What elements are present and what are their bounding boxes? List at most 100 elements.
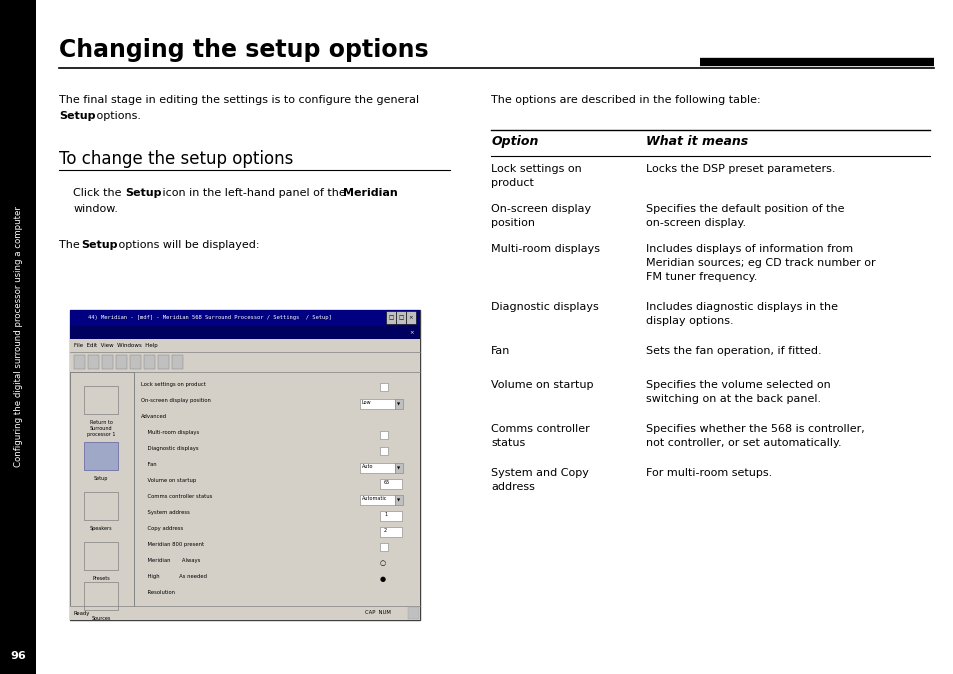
Bar — [379, 543, 388, 551]
Bar — [172, 355, 183, 369]
Bar — [379, 527, 401, 537]
Text: Comms controller: Comms controller — [491, 424, 590, 434]
Text: Setup: Setup — [59, 111, 95, 121]
Text: Sets the fan operation, if fitted.: Sets the fan operation, if fitted. — [645, 346, 821, 356]
Bar — [70, 339, 419, 352]
Bar — [379, 383, 388, 391]
Text: Setup: Setup — [125, 188, 161, 198]
Text: Resolution: Resolution — [141, 590, 174, 595]
Text: window.: window. — [73, 204, 118, 214]
Text: On-screen display position: On-screen display position — [141, 398, 211, 403]
Bar — [70, 310, 419, 326]
Text: not controller, or set automatically.: not controller, or set automatically. — [645, 438, 841, 448]
Text: Meridian sources; eg CD track number or: Meridian sources; eg CD track number or — [645, 258, 875, 268]
Text: address: address — [491, 482, 535, 492]
Bar — [70, 326, 419, 339]
Text: Ready: Ready — [74, 611, 91, 615]
Text: ×: × — [409, 330, 414, 335]
Text: Speakers: Speakers — [90, 526, 112, 531]
Text: Automatic: Automatic — [361, 497, 387, 501]
Text: position: position — [491, 218, 535, 228]
Text: ●: ● — [379, 576, 386, 582]
Text: display options.: display options. — [645, 316, 733, 326]
Text: options.: options. — [93, 111, 141, 121]
Bar — [84, 542, 118, 570]
Text: Meridian 800 present: Meridian 800 present — [141, 542, 204, 547]
Bar — [379, 431, 388, 439]
Text: The options are described in the following table:: The options are described in the followi… — [491, 95, 760, 105]
Bar — [130, 355, 141, 369]
Text: Specifies whether the 568 is controller,: Specifies whether the 568 is controller, — [645, 424, 864, 434]
Bar — [70, 606, 419, 620]
Text: Multi-room displays: Multi-room displays — [491, 244, 599, 254]
Text: Auto: Auto — [361, 464, 374, 470]
Text: Click the: Click the — [73, 188, 125, 198]
Bar — [158, 355, 169, 369]
Text: Meridian: Meridian — [343, 188, 397, 198]
Text: High            As needed: High As needed — [141, 574, 207, 579]
Text: Volume on startup: Volume on startup — [491, 380, 593, 390]
Text: Changing the setup options: Changing the setup options — [59, 38, 428, 62]
Text: Setup: Setup — [93, 476, 108, 481]
Text: File  Edit  View  Windows  Help: File Edit View Windows Help — [74, 343, 157, 348]
Bar — [395, 399, 402, 409]
Text: Sources: Sources — [91, 616, 111, 621]
Text: ▼: ▼ — [397, 498, 400, 502]
Bar — [359, 463, 395, 473]
Text: Diagnostic displays: Diagnostic displays — [141, 446, 198, 451]
Bar — [379, 511, 401, 521]
Text: Includes displays of information from: Includes displays of information from — [645, 244, 853, 254]
Text: The final stage in editing the settings is to configure the general: The final stage in editing the settings … — [59, 95, 418, 105]
Text: 65: 65 — [384, 481, 390, 485]
Bar — [70, 352, 419, 372]
Text: status: status — [491, 438, 525, 448]
Text: System and Copy: System and Copy — [491, 468, 589, 478]
Bar — [135, 372, 419, 606]
Bar — [395, 463, 402, 473]
Text: On-screen display: On-screen display — [491, 204, 591, 214]
Bar — [84, 582, 118, 610]
Text: What it means: What it means — [645, 135, 748, 148]
Bar — [84, 442, 118, 470]
Text: 44) Meridian - [mdf] - Meridian 568 Surround Processor / Settings  / Setup]: 44) Meridian - [mdf] - Meridian 568 Surr… — [88, 315, 332, 321]
Text: 96: 96 — [10, 651, 26, 661]
Bar — [406, 311, 416, 324]
Text: □: □ — [398, 315, 403, 321]
Bar — [116, 355, 127, 369]
Text: Lock settings on product: Lock settings on product — [141, 382, 206, 387]
Text: options will be displayed:: options will be displayed: — [115, 240, 259, 250]
Text: Meridian       Always: Meridian Always — [141, 558, 200, 563]
Text: on-screen display.: on-screen display. — [645, 218, 745, 228]
Bar — [379, 479, 401, 489]
Text: Presets: Presets — [92, 576, 110, 581]
Bar — [84, 386, 118, 414]
Text: ▼: ▼ — [397, 466, 400, 470]
Bar — [0, 0, 36, 674]
Bar — [359, 495, 395, 505]
Text: The: The — [59, 240, 83, 250]
Text: Diagnostic displays: Diagnostic displays — [491, 302, 598, 312]
Text: Option: Option — [491, 135, 538, 148]
Text: Specifies the default position of the: Specifies the default position of the — [645, 204, 844, 214]
Bar — [379, 447, 388, 455]
Text: For multi-room setups.: For multi-room setups. — [645, 468, 772, 478]
Bar — [386, 311, 395, 324]
Text: 2: 2 — [384, 528, 387, 534]
Bar — [395, 495, 402, 505]
Text: Configuring the digital surround processor using a computer: Configuring the digital surround process… — [13, 206, 23, 468]
Text: ○: ○ — [379, 560, 386, 566]
Bar — [74, 355, 85, 369]
Text: □: □ — [388, 315, 394, 321]
Text: Volume on startup: Volume on startup — [141, 478, 196, 483]
Bar — [88, 355, 99, 369]
Text: Includes diagnostic displays in the: Includes diagnostic displays in the — [645, 302, 838, 312]
Text: Specifies the volume selected on: Specifies the volume selected on — [645, 380, 830, 390]
Text: Fan: Fan — [491, 346, 510, 356]
Text: switching on at the back panel.: switching on at the back panel. — [645, 394, 821, 404]
Text: Setup: Setup — [81, 240, 117, 250]
Bar — [408, 607, 418, 619]
Text: Lock settings on: Lock settings on — [491, 164, 581, 174]
Text: product: product — [491, 178, 534, 188]
Text: ▼: ▼ — [397, 402, 400, 406]
Bar — [395, 311, 406, 324]
